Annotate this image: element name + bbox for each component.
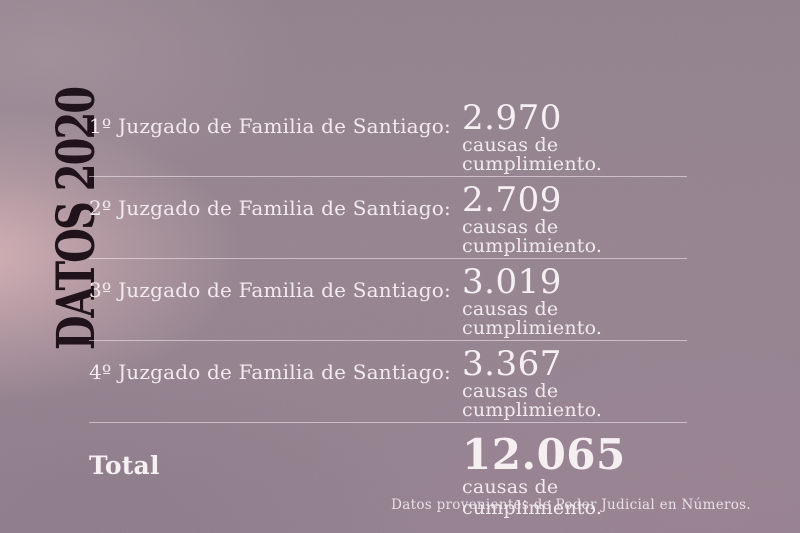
court-value-block: 3.367 causas de cumplimiento. — [462, 346, 687, 420]
court-name: 1º Juzgado de Familia de Santiago: — [89, 114, 451, 138]
court-name: 3º Juzgado de Familia de Santiago: — [89, 278, 451, 302]
court-row: 2º Juzgado de Familia de Santiago: 2.709… — [89, 177, 687, 259]
court-row: 1º Juzgado de Familia de Santiago: 2.970… — [89, 95, 687, 177]
court-value-block: 2.709 causas de cumplimiento. — [462, 182, 687, 256]
data-rows: 1º Juzgado de Familia de Santiago: 2.970… — [89, 95, 687, 521]
court-name: 4º Juzgado de Familia de Santiago: — [89, 360, 451, 384]
court-name: 2º Juzgado de Familia de Santiago: — [89, 196, 451, 220]
case-count: 3.367 — [462, 344, 562, 384]
case-count: 2.970 — [462, 98, 562, 138]
court-value-block: 2.970 causas de cumplimiento. — [462, 100, 687, 174]
case-count: 3.019 — [462, 262, 562, 302]
case-caption: causas de cumplimiento. — [462, 380, 603, 421]
court-row: 4º Juzgado de Familia de Santiago: 3.367… — [89, 341, 687, 423]
case-caption: causas de cumplimiento. — [462, 134, 603, 175]
case-caption: causas de cumplimiento. — [462, 298, 603, 339]
court-row: 3º Juzgado de Familia de Santiago: 3.019… — [89, 259, 687, 341]
source-note: Datos provenientes de Poder Judicial en … — [391, 497, 751, 513]
court-value-block: 3.019 causas de cumplimiento. — [462, 264, 687, 338]
case-caption: causas de cumplimiento. — [462, 216, 603, 257]
total-count: 12.065 — [462, 430, 626, 479]
case-count: 2.709 — [462, 180, 562, 220]
